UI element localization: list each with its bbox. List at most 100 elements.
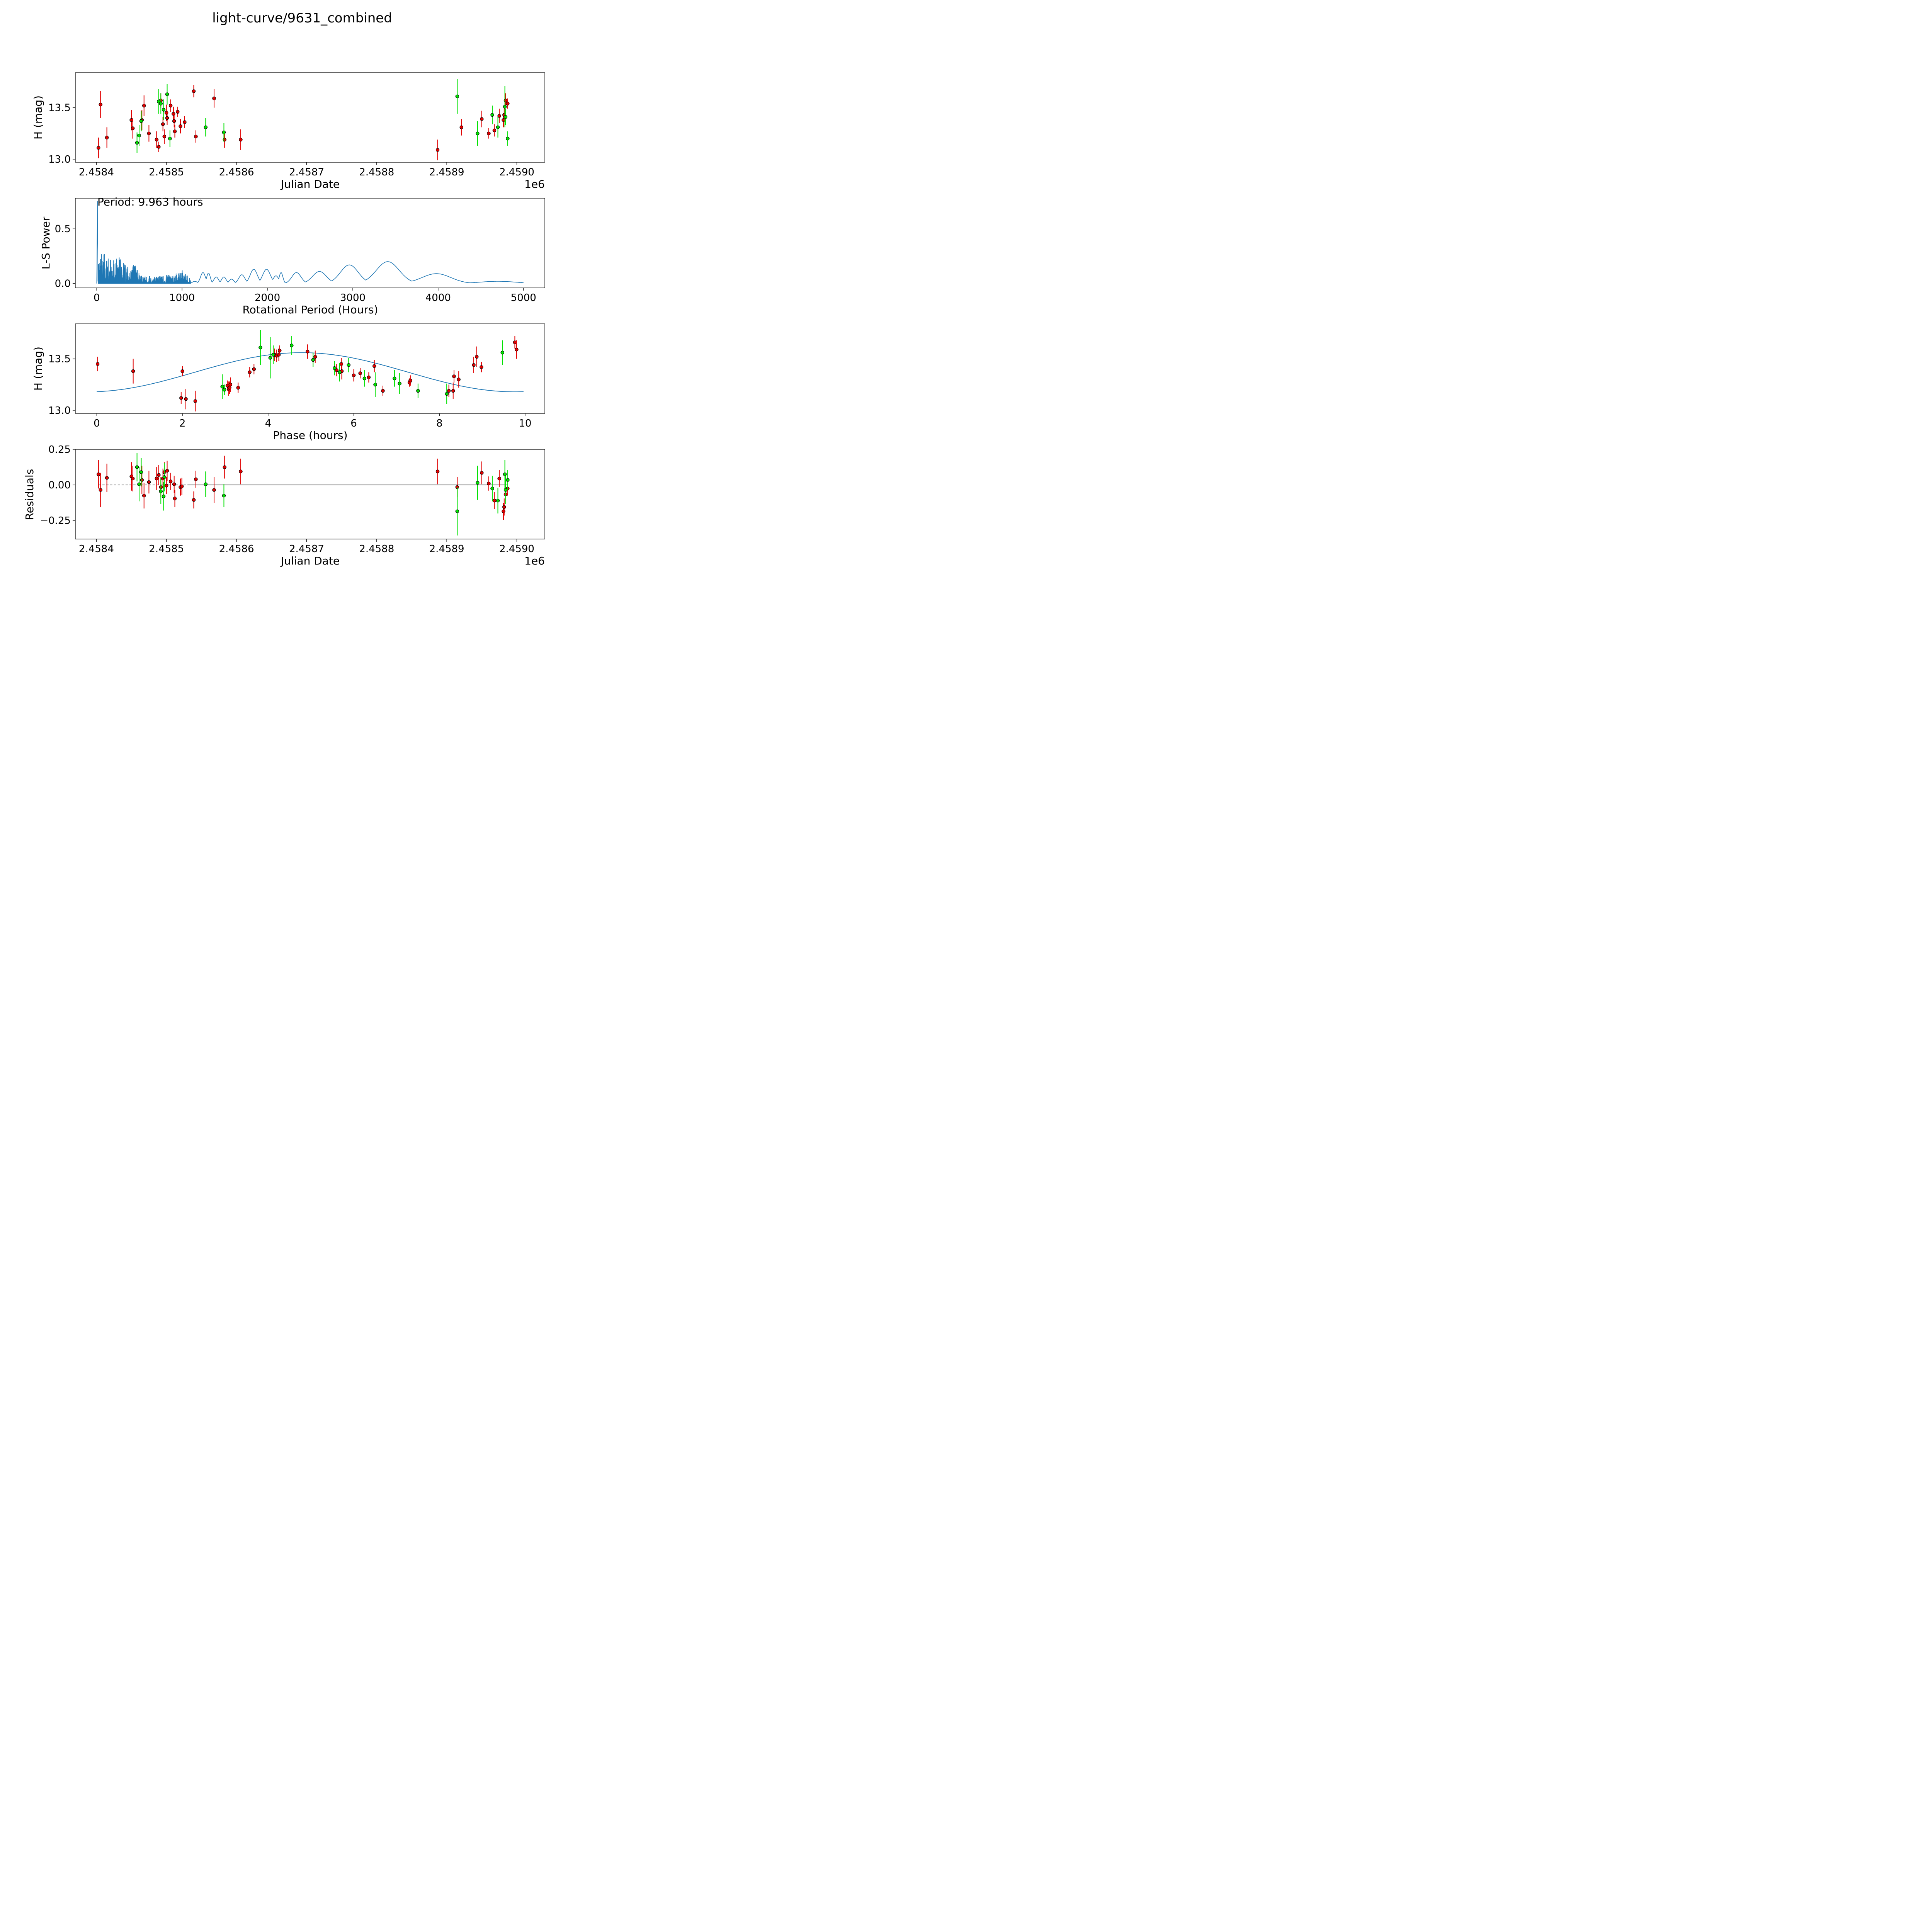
1-xtick-label: 1000 — [169, 292, 195, 304]
residuals-ticks: 2.4584 2.4585 2.4586 2.4587 2.4588 2.4589 2.45… — [40, 444, 534, 555]
lc-point-red — [105, 136, 109, 139]
phase-point-red — [95, 362, 100, 366]
lc-point-green — [165, 92, 169, 96]
lc-point-red — [487, 131, 491, 136]
lc-point-red — [155, 138, 159, 142]
res-point-red — [497, 476, 501, 481]
lc-point-green — [506, 136, 510, 141]
1-xtick-label: 4000 — [425, 292, 451, 304]
lc-point-green — [159, 102, 163, 105]
0-ytick-label: 13.5 — [48, 102, 71, 114]
light-curve-xlabel: Julian Date — [280, 178, 340, 190]
phase-point-red — [372, 364, 376, 368]
phase-point-red — [236, 386, 240, 390]
lc-point-red — [506, 102, 510, 105]
phase-point-green — [373, 383, 377, 387]
res-point-red — [502, 505, 506, 509]
phase-point-green — [268, 356, 272, 360]
1-xtick-label: 2000 — [255, 292, 280, 304]
lc-point-red — [147, 131, 151, 136]
res-point-red — [164, 484, 168, 488]
lc-point-red — [480, 117, 484, 121]
3-ytick-label: 0.00 — [48, 480, 71, 491]
phase-point-green — [223, 388, 226, 392]
lc-point-red — [99, 102, 103, 107]
lc-point-green — [204, 125, 208, 129]
1-xtick-label: 0 — [94, 292, 100, 304]
lc-point-red — [192, 89, 196, 93]
0-xtick-label: 2.4586 — [219, 167, 254, 178]
1-xtick-label: 3000 — [340, 292, 366, 304]
phase-point-green — [445, 392, 449, 396]
res-point-red — [165, 469, 169, 473]
3-xtick-label: 2.4589 — [429, 543, 464, 555]
phase-point-red — [381, 389, 385, 393]
phase-folded-ticks: 0 2 4 6 8 10 13.0 13.5 — [48, 354, 531, 429]
res-point-green — [135, 465, 139, 469]
res-point-red — [172, 482, 176, 486]
res-point-red — [239, 469, 243, 473]
2-xtick-label: 8 — [436, 418, 443, 429]
res-point-red — [223, 465, 227, 469]
phase-point-red — [193, 399, 197, 403]
phase-point-red — [474, 355, 479, 359]
phase-point-red — [513, 340, 517, 344]
phase-point-red — [451, 389, 455, 393]
res-point-green — [159, 489, 163, 493]
phase-point-green — [393, 376, 396, 381]
lc-point-green — [135, 141, 139, 145]
2-xtick-label: 4 — [265, 418, 272, 429]
0-xtick-label: 2.4590 — [499, 167, 534, 178]
lc-point-red — [435, 148, 440, 152]
lc-point-green — [476, 131, 480, 136]
res-point-green — [506, 478, 510, 482]
res-point-red — [168, 480, 173, 483]
res-point-red — [212, 488, 216, 492]
residuals-axes-frame — [75, 449, 545, 539]
figure-title: light-curve/9631_combined — [212, 10, 392, 26]
res-point-green — [496, 498, 500, 503]
lc-point-red — [459, 125, 463, 129]
phase-point-red — [515, 347, 519, 352]
lc-point-green — [503, 115, 508, 119]
res-point-red — [502, 509, 505, 513]
res-point-red — [194, 477, 198, 481]
res-point-red — [147, 480, 151, 484]
0-ytick-label: 13.0 — [48, 154, 71, 165]
res-point-red — [155, 476, 159, 481]
phase-point-red — [352, 373, 356, 378]
lc-point-red — [173, 129, 177, 133]
res-point-red — [131, 476, 135, 481]
phase-point-green — [347, 363, 351, 367]
phase-point-green — [220, 384, 224, 389]
light-curve-axes-frame — [75, 72, 545, 163]
3-xtick-label: 2.4587 — [289, 543, 324, 555]
lc-point-red — [183, 120, 187, 124]
phase-point-red — [306, 350, 310, 354]
res-point-red — [157, 473, 161, 477]
periodogram-ticks: 0 1000 2000 3000 4000 5000 0.0 0.5 — [55, 223, 536, 304]
phase-point-red — [457, 378, 461, 381]
res-point-red — [140, 478, 144, 482]
res-point-green — [490, 486, 494, 491]
lc-point-green — [490, 113, 494, 117]
periodogram-marks — [96, 201, 524, 284]
lc-point-red — [172, 119, 176, 123]
2-xtick-label: 0 — [94, 418, 100, 429]
res-point-red — [492, 498, 497, 503]
res-point-green — [137, 482, 141, 486]
res-point-green — [476, 481, 480, 485]
res-point-green — [204, 482, 208, 486]
phase-point-red — [248, 370, 252, 374]
model-curve — [97, 352, 524, 392]
phase-point-green — [311, 358, 315, 362]
lc-point-green — [503, 105, 507, 109]
phase-point-red — [180, 369, 184, 373]
1-xtick-label: 5000 — [511, 292, 536, 304]
res-point-green — [139, 470, 143, 474]
phase-folded-axes-frame — [75, 323, 545, 414]
2-ytick-label: 13.5 — [48, 354, 71, 365]
0-xtick-label: 2.4589 — [429, 167, 464, 178]
lc-point-green — [455, 94, 459, 99]
lc-point-red — [194, 134, 198, 139]
